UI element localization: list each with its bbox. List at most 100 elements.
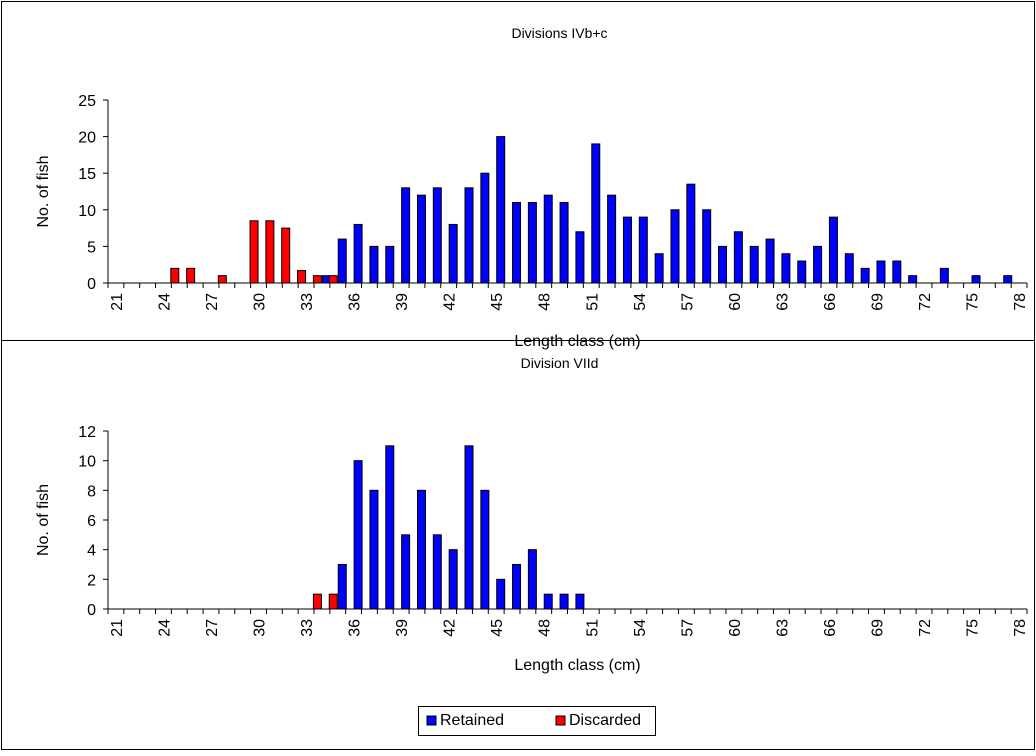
x-tick-label: 69 xyxy=(869,619,886,637)
bar-retained-37 xyxy=(369,245,379,284)
x-tick-label: 66 xyxy=(822,619,839,637)
x-tick-label: 30 xyxy=(252,293,269,311)
bar-retained-40 xyxy=(416,489,426,610)
bar-retained-42 xyxy=(448,223,458,284)
bar-discarded-28 xyxy=(217,275,227,284)
bar-retained-44 xyxy=(480,489,490,610)
bar-retained-43 xyxy=(464,445,474,610)
bar-retained-63 xyxy=(781,253,791,284)
bar-retained-41 xyxy=(432,187,442,284)
bar-retained-50 xyxy=(575,231,585,284)
x-tick-label: 45 xyxy=(489,293,506,311)
legend-label-retained: Retained xyxy=(440,712,504,729)
bottom-chart-frame xyxy=(1,340,1035,750)
x-tick-label: 48 xyxy=(537,619,554,637)
y-tick-label: 4 xyxy=(87,543,96,560)
bar-discarded-31 xyxy=(265,220,275,284)
bar-retained-36 xyxy=(353,460,363,610)
x-tick-label: 42 xyxy=(442,619,459,637)
bar-retained-39 xyxy=(401,187,411,284)
bar-discarded-32 xyxy=(281,227,291,284)
x-tick-label: 39 xyxy=(394,293,411,311)
y-tick-label: 10 xyxy=(78,203,96,220)
y-axis-label: No. of fish xyxy=(35,484,52,556)
x-tick-label: 48 xyxy=(537,293,554,311)
bar-retained-38 xyxy=(385,245,395,284)
bar-retained-48 xyxy=(543,194,553,284)
y-axis-label: No. of fish xyxy=(35,155,52,227)
y-tick-label: 12 xyxy=(78,424,96,441)
bar-retained-66 xyxy=(828,216,838,284)
bar-retained-47 xyxy=(527,201,537,284)
bar-retained-46 xyxy=(512,564,522,610)
x-tick-label: 54 xyxy=(632,293,649,311)
bar-retained-41 xyxy=(432,534,442,610)
bar-retained-45 xyxy=(496,136,506,284)
bar-retained-42 xyxy=(448,549,458,610)
bar-retained-69 xyxy=(876,260,886,284)
x-tick-label: 54 xyxy=(632,619,649,637)
bar-discarded-30 xyxy=(249,220,259,284)
bar-retained-51 xyxy=(591,143,601,284)
bar-retained-68 xyxy=(860,267,870,284)
x-tick-label: 42 xyxy=(442,293,459,311)
x-tick-label: 60 xyxy=(727,293,744,311)
bar-retained-44 xyxy=(480,172,490,284)
legend-swatch-retained xyxy=(426,715,437,726)
x-tick-label: 30 xyxy=(252,619,269,637)
bar-retained-38 xyxy=(385,445,395,610)
bar-discarded-35 xyxy=(328,593,338,610)
bar-retained-52 xyxy=(607,194,617,284)
x-tick-label: 27 xyxy=(204,619,221,637)
bar-retained-39 xyxy=(401,534,411,610)
y-tick-label: 5 xyxy=(87,239,96,256)
legend-label-discarded: Discarded xyxy=(569,712,641,729)
legend: Retained Discarded xyxy=(418,706,656,736)
x-axis-label: Length class (cm) xyxy=(514,657,640,674)
bar-retained-64 xyxy=(797,260,807,284)
bar-retained-57 xyxy=(686,183,696,284)
bar-discarded-26 xyxy=(186,267,196,284)
x-tick-label: 21 xyxy=(109,619,126,637)
chart-title: Division VIId xyxy=(521,355,599,371)
bar-retained-77 xyxy=(1003,275,1013,284)
x-tick-label: 24 xyxy=(156,293,173,311)
y-tick-label: 10 xyxy=(78,454,96,471)
bar-retained-56 xyxy=(670,209,680,284)
x-tick-label: 78 xyxy=(1012,293,1029,311)
x-tick-label: 72 xyxy=(917,619,934,637)
bar-retained-65 xyxy=(813,245,823,284)
bar-discarded-34 xyxy=(312,593,322,610)
x-tick-label: 57 xyxy=(679,293,696,311)
x-tick-label: 36 xyxy=(347,293,364,311)
bar-retained-37 xyxy=(369,489,379,610)
bar-discarded-35 xyxy=(328,275,338,284)
bar-retained-75 xyxy=(971,275,981,284)
x-tick-label: 66 xyxy=(822,293,839,311)
y-tick-label: 0 xyxy=(87,602,96,619)
bar-retained-45 xyxy=(496,578,506,610)
x-tick-label: 63 xyxy=(774,619,791,637)
y-tick-label: 20 xyxy=(78,130,96,147)
chart-divisions-ivbc: Divisions IVb+c 0 5 10 15 20 25 21 24 27 30 33 36 39 4… xyxy=(35,25,1029,350)
bar-discarded-34 xyxy=(312,275,322,284)
bar-retained-60 xyxy=(733,231,743,284)
top-chart-frame xyxy=(1,1,1035,341)
bar-retained-49 xyxy=(559,593,569,610)
bar-retained-35 xyxy=(337,238,347,284)
x-tick-label: 24 xyxy=(156,619,173,637)
legend-swatch-discarded xyxy=(555,715,566,726)
bar-retained-73 xyxy=(939,267,949,284)
y-tick-label: 15 xyxy=(78,166,96,183)
bar-retained-62 xyxy=(765,238,775,284)
y-tick-label: 2 xyxy=(87,572,96,589)
x-tick-label: 33 xyxy=(299,619,316,637)
chart-title: Divisions IVb+c xyxy=(511,25,607,41)
bar-retained-46 xyxy=(512,201,522,284)
bar-retained-53 xyxy=(622,216,632,284)
x-tick-label: 57 xyxy=(679,619,696,637)
x-tick-label: 51 xyxy=(584,619,601,637)
